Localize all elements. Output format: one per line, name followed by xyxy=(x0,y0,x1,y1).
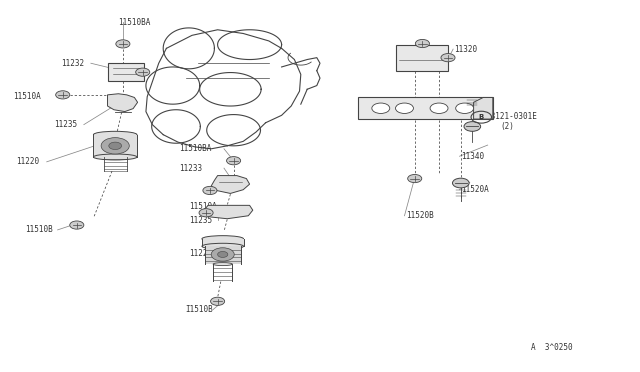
Text: 11510A: 11510A xyxy=(13,92,40,101)
Circle shape xyxy=(415,39,429,48)
Text: 11235: 11235 xyxy=(54,120,77,129)
Text: 11510BA: 11510BA xyxy=(118,18,151,27)
Text: 11510BA: 11510BA xyxy=(179,144,212,153)
Circle shape xyxy=(116,40,130,48)
Text: 11320: 11320 xyxy=(454,45,477,54)
Text: 11510B: 11510B xyxy=(26,225,53,234)
Circle shape xyxy=(70,221,84,229)
Polygon shape xyxy=(108,94,138,112)
Text: I1510B: I1510B xyxy=(186,305,213,314)
Bar xyxy=(358,97,493,119)
Circle shape xyxy=(372,103,390,113)
Bar xyxy=(396,45,448,71)
Circle shape xyxy=(109,142,122,150)
Text: 08121-0301E: 08121-0301E xyxy=(486,112,537,121)
Circle shape xyxy=(101,138,129,154)
Circle shape xyxy=(408,174,422,183)
Text: 11510A: 11510A xyxy=(189,202,216,211)
Text: 11520B: 11520B xyxy=(406,211,434,220)
Circle shape xyxy=(211,297,225,305)
Text: 11233: 11233 xyxy=(179,164,202,173)
Circle shape xyxy=(56,91,70,99)
Ellipse shape xyxy=(202,236,243,242)
Ellipse shape xyxy=(202,243,243,249)
Circle shape xyxy=(203,186,217,195)
Text: 11232: 11232 xyxy=(61,59,84,68)
Ellipse shape xyxy=(93,131,137,138)
Circle shape xyxy=(396,103,413,113)
Circle shape xyxy=(441,54,455,62)
Text: 11340: 11340 xyxy=(461,152,484,161)
Bar xyxy=(108,63,144,81)
Circle shape xyxy=(218,251,228,257)
Circle shape xyxy=(227,157,241,165)
Bar xyxy=(205,246,241,264)
Ellipse shape xyxy=(93,154,137,160)
Text: B: B xyxy=(479,114,484,120)
Circle shape xyxy=(136,68,150,76)
Circle shape xyxy=(430,103,448,113)
Text: 11520A: 11520A xyxy=(461,185,488,194)
Text: 11220: 11220 xyxy=(16,157,39,166)
Polygon shape xyxy=(204,205,253,219)
Text: (2): (2) xyxy=(500,122,515,131)
Text: 11235: 11235 xyxy=(189,216,212,225)
Text: 11220+A: 11220+A xyxy=(189,249,221,258)
Text: A  3^0250: A 3^0250 xyxy=(531,343,573,352)
Polygon shape xyxy=(474,97,493,119)
Polygon shape xyxy=(211,176,250,193)
Ellipse shape xyxy=(213,263,232,266)
Bar xyxy=(202,239,244,246)
Circle shape xyxy=(199,209,213,217)
Circle shape xyxy=(452,178,469,188)
Bar xyxy=(93,135,137,157)
Circle shape xyxy=(211,248,234,261)
Circle shape xyxy=(464,122,481,131)
Circle shape xyxy=(456,103,474,113)
